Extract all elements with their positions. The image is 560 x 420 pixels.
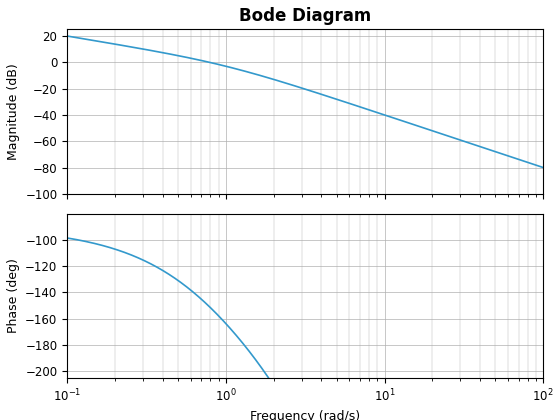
Y-axis label: Magnitude (dB): Magnitude (dB) xyxy=(7,63,20,160)
X-axis label: Frequency (rad/s): Frequency (rad/s) xyxy=(250,410,360,420)
Y-axis label: Phase (deg): Phase (deg) xyxy=(7,258,20,333)
Title: Bode Diagram: Bode Diagram xyxy=(239,7,371,25)
